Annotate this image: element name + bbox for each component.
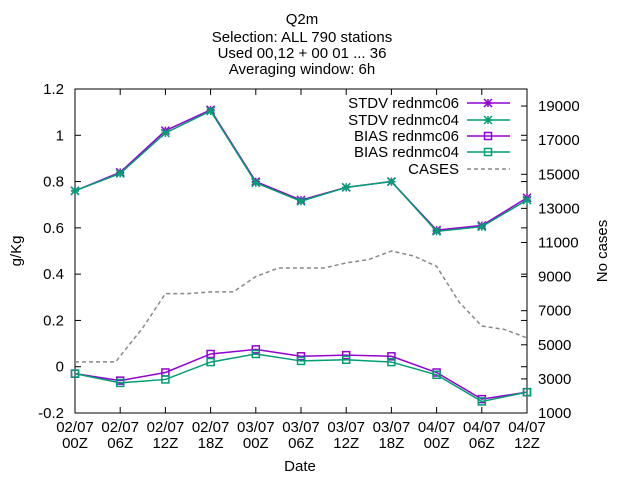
y2-tick-label: 11000 bbox=[538, 234, 579, 251]
y-tick-label: 1 bbox=[56, 127, 64, 144]
x-tick-label-date: 04/07 bbox=[418, 419, 456, 436]
y2-tick-label: 5000 bbox=[538, 337, 571, 354]
series-stdv-rednmc04 bbox=[71, 107, 531, 235]
series-bias-rednmc06 bbox=[72, 346, 531, 403]
x-axis-label: Date bbox=[284, 458, 316, 475]
legend-marker bbox=[484, 99, 492, 107]
x-axis-ticks: 02/0700Z02/0706Z02/0712Z02/0718Z03/0700Z… bbox=[56, 89, 546, 452]
series-line bbox=[75, 110, 527, 230]
y-axis-label: g/Kg bbox=[8, 236, 25, 267]
legend-label: CASES bbox=[408, 161, 459, 178]
data-point bbox=[161, 129, 169, 137]
data-point bbox=[116, 169, 124, 177]
data-point bbox=[523, 196, 531, 204]
y2-axis-ticks: 1000 3000 5000 7000 9000 11000 13000 15000 17000… bbox=[521, 98, 580, 422]
y2-tick-label: 3000 bbox=[538, 371, 571, 388]
legend-label: BIAS rednmc04 bbox=[354, 144, 459, 161]
series-cases bbox=[75, 251, 527, 362]
y2-tick-label: 7000 bbox=[538, 303, 571, 320]
x-tick-label-hour: 12Z bbox=[333, 435, 359, 452]
x-tick-label-hour: 06Z bbox=[288, 435, 314, 452]
legend-marker bbox=[484, 116, 492, 124]
data-point bbox=[71, 187, 79, 195]
x-tick-label-date: 02/07 bbox=[56, 419, 94, 436]
series-line bbox=[75, 251, 527, 362]
x-tick-label-hour: 00Z bbox=[243, 435, 269, 452]
x-tick-label-hour: 06Z bbox=[107, 435, 133, 452]
x-tick-label-date: 02/07 bbox=[147, 419, 185, 436]
x-tick-label-date: 03/07 bbox=[237, 419, 275, 436]
data-point bbox=[433, 227, 441, 235]
x-tick-label-hour: 00Z bbox=[62, 435, 88, 452]
series-stdv-rednmc06 bbox=[71, 106, 531, 234]
y2-tick-label: 17000 bbox=[538, 132, 580, 149]
data-point bbox=[387, 178, 395, 186]
x-tick-label-date: 03/07 bbox=[373, 419, 411, 436]
y-tick-label: 0.8 bbox=[43, 174, 64, 191]
data-point bbox=[207, 107, 215, 115]
data-point bbox=[342, 183, 350, 191]
y2-tick-label: 15000 bbox=[538, 166, 580, 183]
x-tick-label-hour: 18Z bbox=[378, 435, 404, 452]
y-tick-label: 0.4 bbox=[43, 266, 64, 283]
x-tick-label-date: 02/07 bbox=[192, 419, 230, 436]
y-tick-label: 0.6 bbox=[43, 220, 64, 237]
legend-label: STDV rednmc06 bbox=[348, 95, 459, 112]
x-tick-label-hour: 06Z bbox=[469, 435, 495, 452]
x-tick-label-hour: 12Z bbox=[152, 435, 178, 452]
y2-tick-label: 13000 bbox=[538, 200, 580, 217]
y-tick-label: 1.2 bbox=[43, 81, 64, 98]
title-line-3: Averaging window: 6h bbox=[229, 61, 375, 78]
data-point bbox=[297, 197, 305, 205]
series-line bbox=[75, 111, 527, 231]
y2-axis-label: No cases bbox=[594, 220, 611, 283]
x-tick-label-date: 02/07 bbox=[101, 419, 139, 436]
y2-tick-label: 19000 bbox=[538, 98, 580, 115]
series-line bbox=[75, 354, 527, 401]
title-line-0: Q2m bbox=[286, 11, 319, 28]
title-line-2: Used 00,12 + 00 01 ... 36 bbox=[218, 45, 387, 62]
y-tick-label: 0 bbox=[56, 359, 64, 376]
title-line-1: Selection: ALL 790 stations bbox=[212, 29, 392, 46]
x-tick-label-date: 03/07 bbox=[327, 419, 365, 436]
data-series bbox=[71, 106, 531, 405]
x-tick-label-hour: 12Z bbox=[514, 435, 540, 452]
legend-label: STDV rednmc04 bbox=[348, 112, 459, 129]
x-tick-label-date: 04/07 bbox=[508, 419, 546, 436]
y-tick-label: 0.2 bbox=[43, 312, 64, 329]
x-tick-label-date: 04/07 bbox=[463, 419, 501, 436]
x-tick-label-hour: 00Z bbox=[424, 435, 450, 452]
legend-label: BIAS rednmc06 bbox=[354, 128, 459, 145]
x-tick-label-hour: 18Z bbox=[198, 435, 224, 452]
x-tick-label-date: 03/07 bbox=[282, 419, 320, 436]
data-point bbox=[478, 223, 486, 231]
data-point bbox=[252, 179, 260, 187]
y2-tick-label: 9000 bbox=[538, 269, 571, 286]
